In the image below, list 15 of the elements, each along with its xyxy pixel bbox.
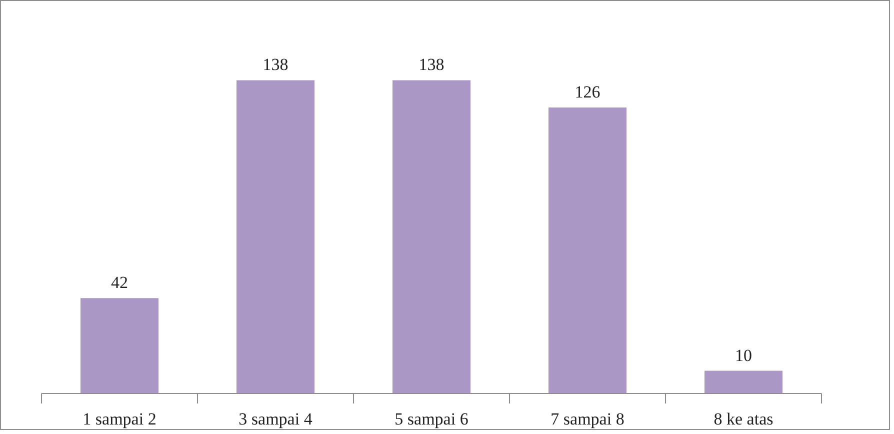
bar <box>392 80 470 394</box>
data-label: 126 <box>574 82 600 102</box>
data-label: 138 <box>418 55 444 74</box>
data-label: 42 <box>111 273 128 292</box>
bar <box>80 298 158 394</box>
x-tick-label: 1 sampai 2 <box>82 410 156 428</box>
bar <box>704 370 782 394</box>
data-label: 10 <box>735 346 752 365</box>
x-tick-label: 8 ke atas <box>714 410 774 428</box>
x-tick-label: 5 sampai 6 <box>394 410 468 428</box>
data-label: 138 <box>262 55 288 74</box>
bar <box>236 80 314 394</box>
x-tick-label: 3 sampai 4 <box>238 410 313 428</box>
x-tick-label: 7 sampai 8 <box>550 410 624 428</box>
bar <box>548 107 626 394</box>
